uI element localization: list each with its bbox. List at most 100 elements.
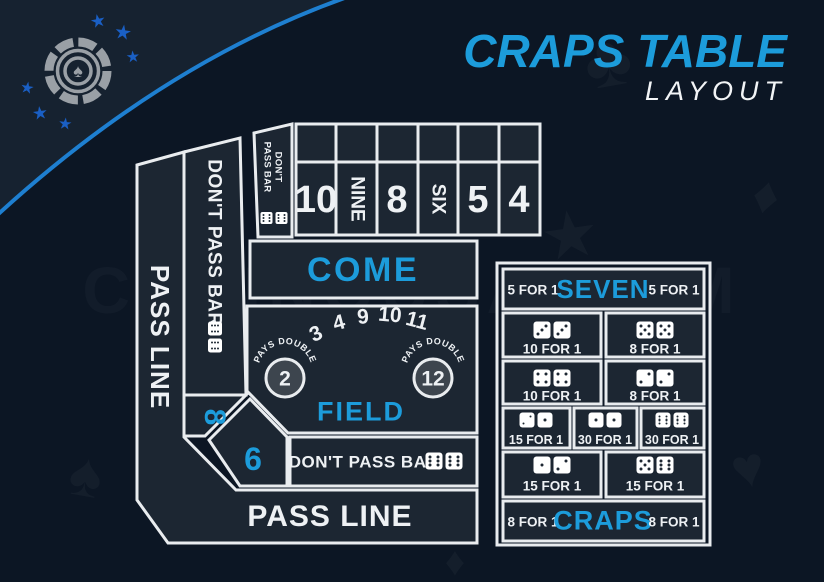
hard-four-dice (636, 369, 674, 387)
die-4 (553, 369, 571, 387)
casino-chip-logo: ♠ (44, 37, 112, 105)
die-1 (606, 412, 622, 428)
dont-pass-horizontal-label: DON'T PASS BAR (288, 452, 440, 472)
prop-cell-hard10 (604, 311, 706, 359)
field-circle-two (264, 357, 306, 399)
big-six-wedge (207, 396, 289, 488)
come-box (248, 239, 479, 300)
three-odds: 15 FOR 1 (508, 432, 564, 447)
dont-pass-bar-horizontal-box (288, 435, 479, 488)
hard-ten-dice (636, 321, 674, 339)
die-6 (655, 412, 671, 428)
point-box-10: 10 (294, 179, 338, 221)
die-2 (656, 369, 674, 387)
field-circle-twelve (412, 357, 454, 399)
point-box-nine: NINE (346, 176, 368, 222)
prop-cell-twelve (639, 406, 706, 450)
die-6 (275, 212, 288, 224)
prop-cell-hard6 (501, 311, 603, 359)
die-6 (425, 452, 443, 470)
field-circle-2-label: 2 (279, 367, 291, 391)
chip-inner-ring (63, 56, 93, 86)
point-grid-dividers (296, 124, 540, 235)
eleven-dice (636, 456, 674, 474)
dont-pass-top-line1: DON'T (272, 151, 284, 183)
hard-ten-odds: 8 FOR 1 (629, 341, 681, 357)
three-b-dice (533, 456, 571, 474)
point-box-six: SIX (427, 183, 449, 215)
die-5 (636, 456, 654, 474)
die-3 (533, 321, 551, 339)
seven-label: SEVEN (556, 274, 650, 304)
two-odds: 30 FOR 1 (577, 432, 633, 447)
dont-pass-horizontal-dice (425, 452, 463, 470)
die-2 (553, 456, 571, 474)
die-1 (588, 412, 604, 428)
die-1 (533, 456, 551, 474)
craps-left-odds: 8 FOR 1 (507, 514, 559, 530)
point-box-5: 5 (467, 179, 489, 221)
blue-curve-line (0, 0, 346, 216)
twelve-odds: 30 FOR 1 (644, 432, 700, 447)
hard-eight-dice (533, 369, 571, 387)
dont-pass-top-label: DON'T PASS BAR (261, 141, 284, 193)
craps-right-odds: 8 FOR 1 (648, 514, 700, 530)
die-5 (656, 321, 674, 339)
chip-outer-ring (44, 37, 112, 105)
hard-eight-odds: 10 FOR 1 (522, 388, 582, 404)
prop-cell-eleven (604, 450, 706, 499)
two-dice (588, 412, 622, 428)
eleven-odds: 15 FOR 1 (625, 478, 685, 494)
hard-six-dice (533, 321, 571, 339)
prop-cell-three-b (501, 450, 603, 499)
craps-label: CRAPS (553, 505, 653, 536)
twelve-dice (655, 412, 689, 428)
three-b-odds: 15 FOR 1 (522, 478, 582, 494)
die-1 (537, 412, 553, 428)
dont-pass-bar-vertical-dice (208, 321, 222, 353)
seven-right-odds: 5 FOR 1 (648, 282, 700, 298)
die-3 (553, 321, 571, 339)
dont-pass-top-dice (260, 212, 288, 224)
field-number-10: 10 (377, 302, 403, 328)
big-six-label: 6 (244, 441, 262, 477)
dont-pass-bar-top-box (252, 122, 294, 239)
spade-icon: ♠ (73, 61, 83, 81)
big-eight-wedge (182, 393, 250, 438)
die-5 (636, 321, 654, 339)
die-4 (533, 369, 551, 387)
hard-six-odds: 10 FOR 1 (522, 341, 582, 357)
field-circle-12-label: 12 (421, 367, 445, 391)
prop-cell-craps (501, 499, 706, 543)
prop-cell-hard8 (501, 359, 603, 406)
field-number-9: 9 (356, 305, 370, 329)
prop-cell-three (501, 406, 572, 450)
point-box-4: 4 (508, 179, 530, 221)
die-6 (208, 338, 222, 353)
hard-four-odds: 8 FOR 1 (629, 388, 681, 404)
chip-middle-ring (55, 48, 101, 94)
pass-line-horizontal-label: PASS LINE (247, 500, 413, 533)
page-title: CRAPS TABLE (463, 25, 787, 77)
page-subtitle: LAYOUT (644, 76, 787, 106)
die-6 (673, 412, 689, 428)
die-6 (260, 212, 273, 224)
prop-cell-two (572, 406, 639, 450)
die-6 (656, 456, 674, 474)
seven-left-odds: 5 FOR 1 (507, 282, 559, 298)
die-6 (445, 452, 463, 470)
dont-pass-top-line2: PASS BAR (261, 141, 272, 193)
die-2 (636, 369, 654, 387)
come-label: COME (307, 251, 419, 289)
dont-pass-bar-vertical-label: DON'T PASS BAR (203, 159, 225, 327)
big-eight-label: 8 (198, 408, 231, 426)
die-6 (208, 321, 222, 336)
pass-line-vertical-label: PASS LINE (145, 264, 175, 410)
three-dice (519, 412, 553, 428)
prop-cell-seven (501, 267, 706, 311)
prop-cell-hard4 (604, 359, 706, 406)
die-2 (519, 412, 535, 428)
point-box-8: 8 (386, 179, 408, 221)
